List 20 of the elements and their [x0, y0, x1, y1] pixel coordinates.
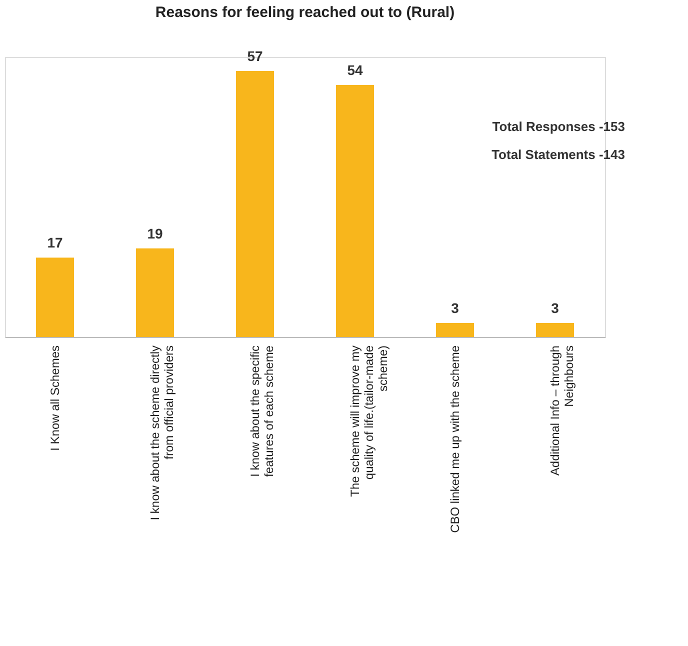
chart-title: Reasons for feeling reached out to (Rural) [155, 4, 455, 21]
data-label: 19 [147, 225, 163, 242]
bar [336, 85, 374, 337]
bar [536, 323, 574, 337]
annotation: Total Responses -153 [492, 119, 625, 134]
data-label: 3 [451, 300, 460, 316]
data-label: 54 [347, 62, 363, 78]
data-label: 57 [247, 48, 263, 64]
x-tick-label: Additional Info – through Neighbours [548, 346, 576, 476]
data-label: 17 [47, 234, 63, 251]
x-tick-label: The scheme will improve my quality of life.(tailor-made scheme) [348, 345, 390, 497]
bar [436, 323, 474, 337]
bar [36, 258, 74, 337]
bar [236, 71, 274, 337]
x-tick-label: I know about the scheme directly from official providers [148, 346, 176, 520]
data-label: 3 [551, 300, 560, 316]
annotation: Total Statements -143 [492, 147, 625, 162]
bar [136, 248, 174, 337]
x-tick-label: I Know all Schemes [48, 346, 62, 451]
x-tick-label: CBO linked me up with the scheme [448, 345, 462, 533]
